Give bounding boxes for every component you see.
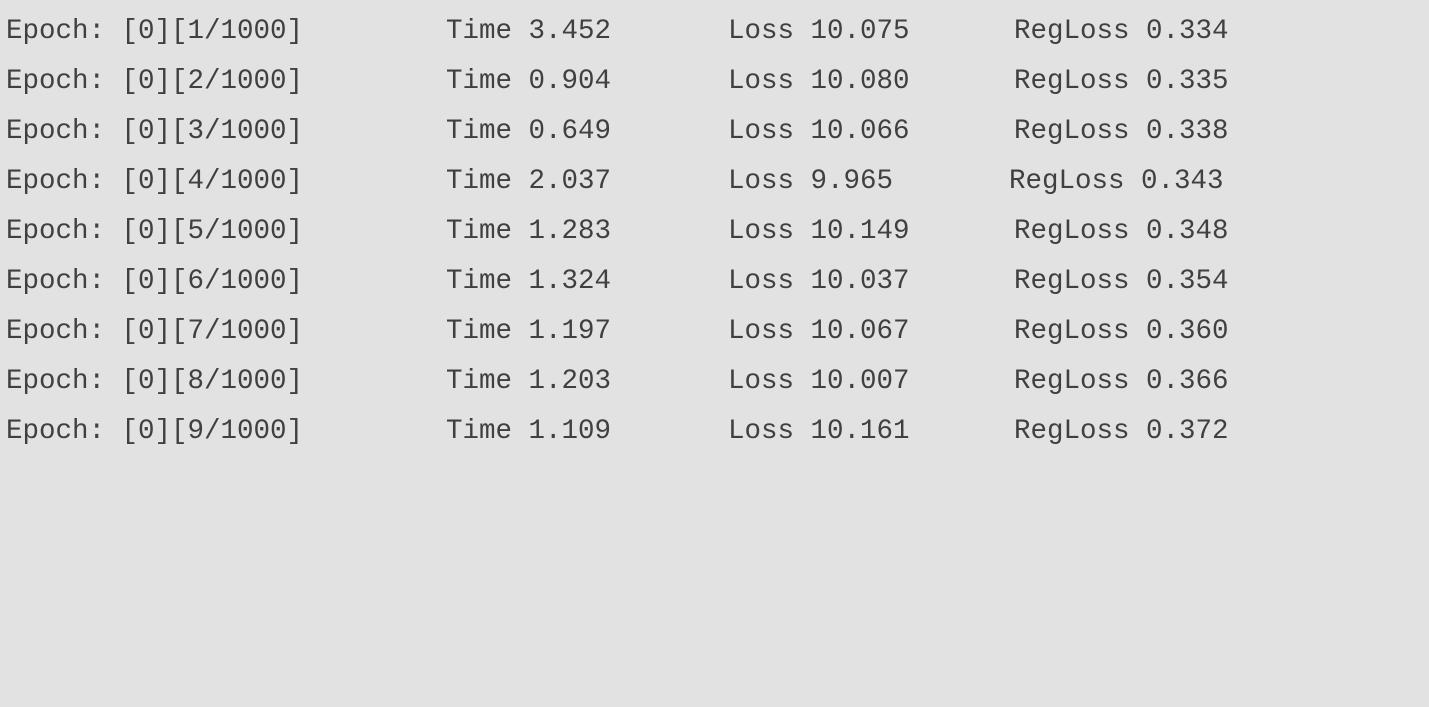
epoch-field: Epoch: [0][9/1000] [6, 416, 304, 447]
loss-field: Loss 10.007 [728, 366, 910, 397]
time-field: Time 1.283 [446, 216, 612, 247]
regloss-field: RegLoss 0.334 [1014, 16, 1229, 47]
epoch-field: Epoch: [0][8/1000] [6, 366, 304, 397]
loss-field: Loss 9.965 [728, 166, 894, 197]
loss-field: Loss 10.080 [728, 66, 910, 97]
regloss-field: RegLoss 0.343 [1009, 166, 1224, 197]
regloss-field: RegLoss 0.335 [1014, 66, 1229, 97]
epoch-field: Epoch: [0][4/1000] [6, 166, 304, 197]
loss-field: Loss 10.066 [728, 116, 910, 147]
loss-field: Loss 10.075 [728, 16, 910, 47]
time-field: Time 0.904 [446, 66, 612, 97]
epoch-field: Epoch: [0][7/1000] [6, 316, 304, 347]
loss-field: Loss 10.161 [728, 416, 910, 447]
epoch-field: Epoch: [0][2/1000] [6, 66, 304, 97]
loss-field: Loss 10.037 [728, 266, 910, 297]
time-field: Time 0.649 [446, 116, 612, 147]
log-line: Epoch: [0][2/1000] Time 0.904 Loss 10.08… [0, 57, 1429, 107]
log-line: Epoch: [0][5/1000] Time 1.283 Loss 10.14… [0, 207, 1429, 257]
log-line: Epoch: [0][8/1000] Time 1.203 Loss 10.00… [0, 357, 1429, 407]
log-line: Epoch: [0][7/1000] Time 1.197 Loss 10.06… [0, 307, 1429, 357]
regloss-field: RegLoss 0.366 [1014, 366, 1229, 397]
time-field: Time 3.452 [446, 16, 612, 47]
loss-field: Loss 10.149 [728, 216, 910, 247]
epoch-field: Epoch: [0][3/1000] [6, 116, 304, 147]
training-log-output: Epoch: [0][1/1000] Time 3.452 Loss 10.07… [0, 7, 1429, 447]
regloss-field: RegLoss 0.348 [1014, 216, 1229, 247]
log-line: Epoch: [0][3/1000] Time 0.649 Loss 10.06… [0, 107, 1429, 157]
regloss-field: RegLoss 0.338 [1014, 116, 1229, 147]
regloss-field: RegLoss 0.354 [1014, 266, 1229, 297]
time-field: Time 1.203 [446, 366, 612, 397]
log-line: Epoch: [0][4/1000] Time 2.037 Loss 9.965… [0, 157, 1429, 207]
epoch-field: Epoch: [0][5/1000] [6, 216, 304, 247]
log-line: Epoch: [0][9/1000] Time 1.109 Loss 10.16… [0, 407, 1429, 457]
regloss-field: RegLoss 0.372 [1014, 416, 1229, 447]
epoch-field: Epoch: [0][1/1000] [6, 16, 304, 47]
regloss-field: RegLoss 0.360 [1014, 316, 1229, 347]
time-field: Time 1.197 [446, 316, 612, 347]
time-field: Time 1.324 [446, 266, 612, 297]
log-line: Epoch: [0][1/1000] Time 3.452 Loss 10.07… [0, 7, 1429, 57]
time-field: Time 1.109 [446, 416, 612, 447]
epoch-field: Epoch: [0][6/1000] [6, 266, 304, 297]
time-field: Time 2.037 [446, 166, 612, 197]
log-line: Epoch: [0][6/1000] Time 1.324 Loss 10.03… [0, 257, 1429, 307]
loss-field: Loss 10.067 [728, 316, 910, 347]
